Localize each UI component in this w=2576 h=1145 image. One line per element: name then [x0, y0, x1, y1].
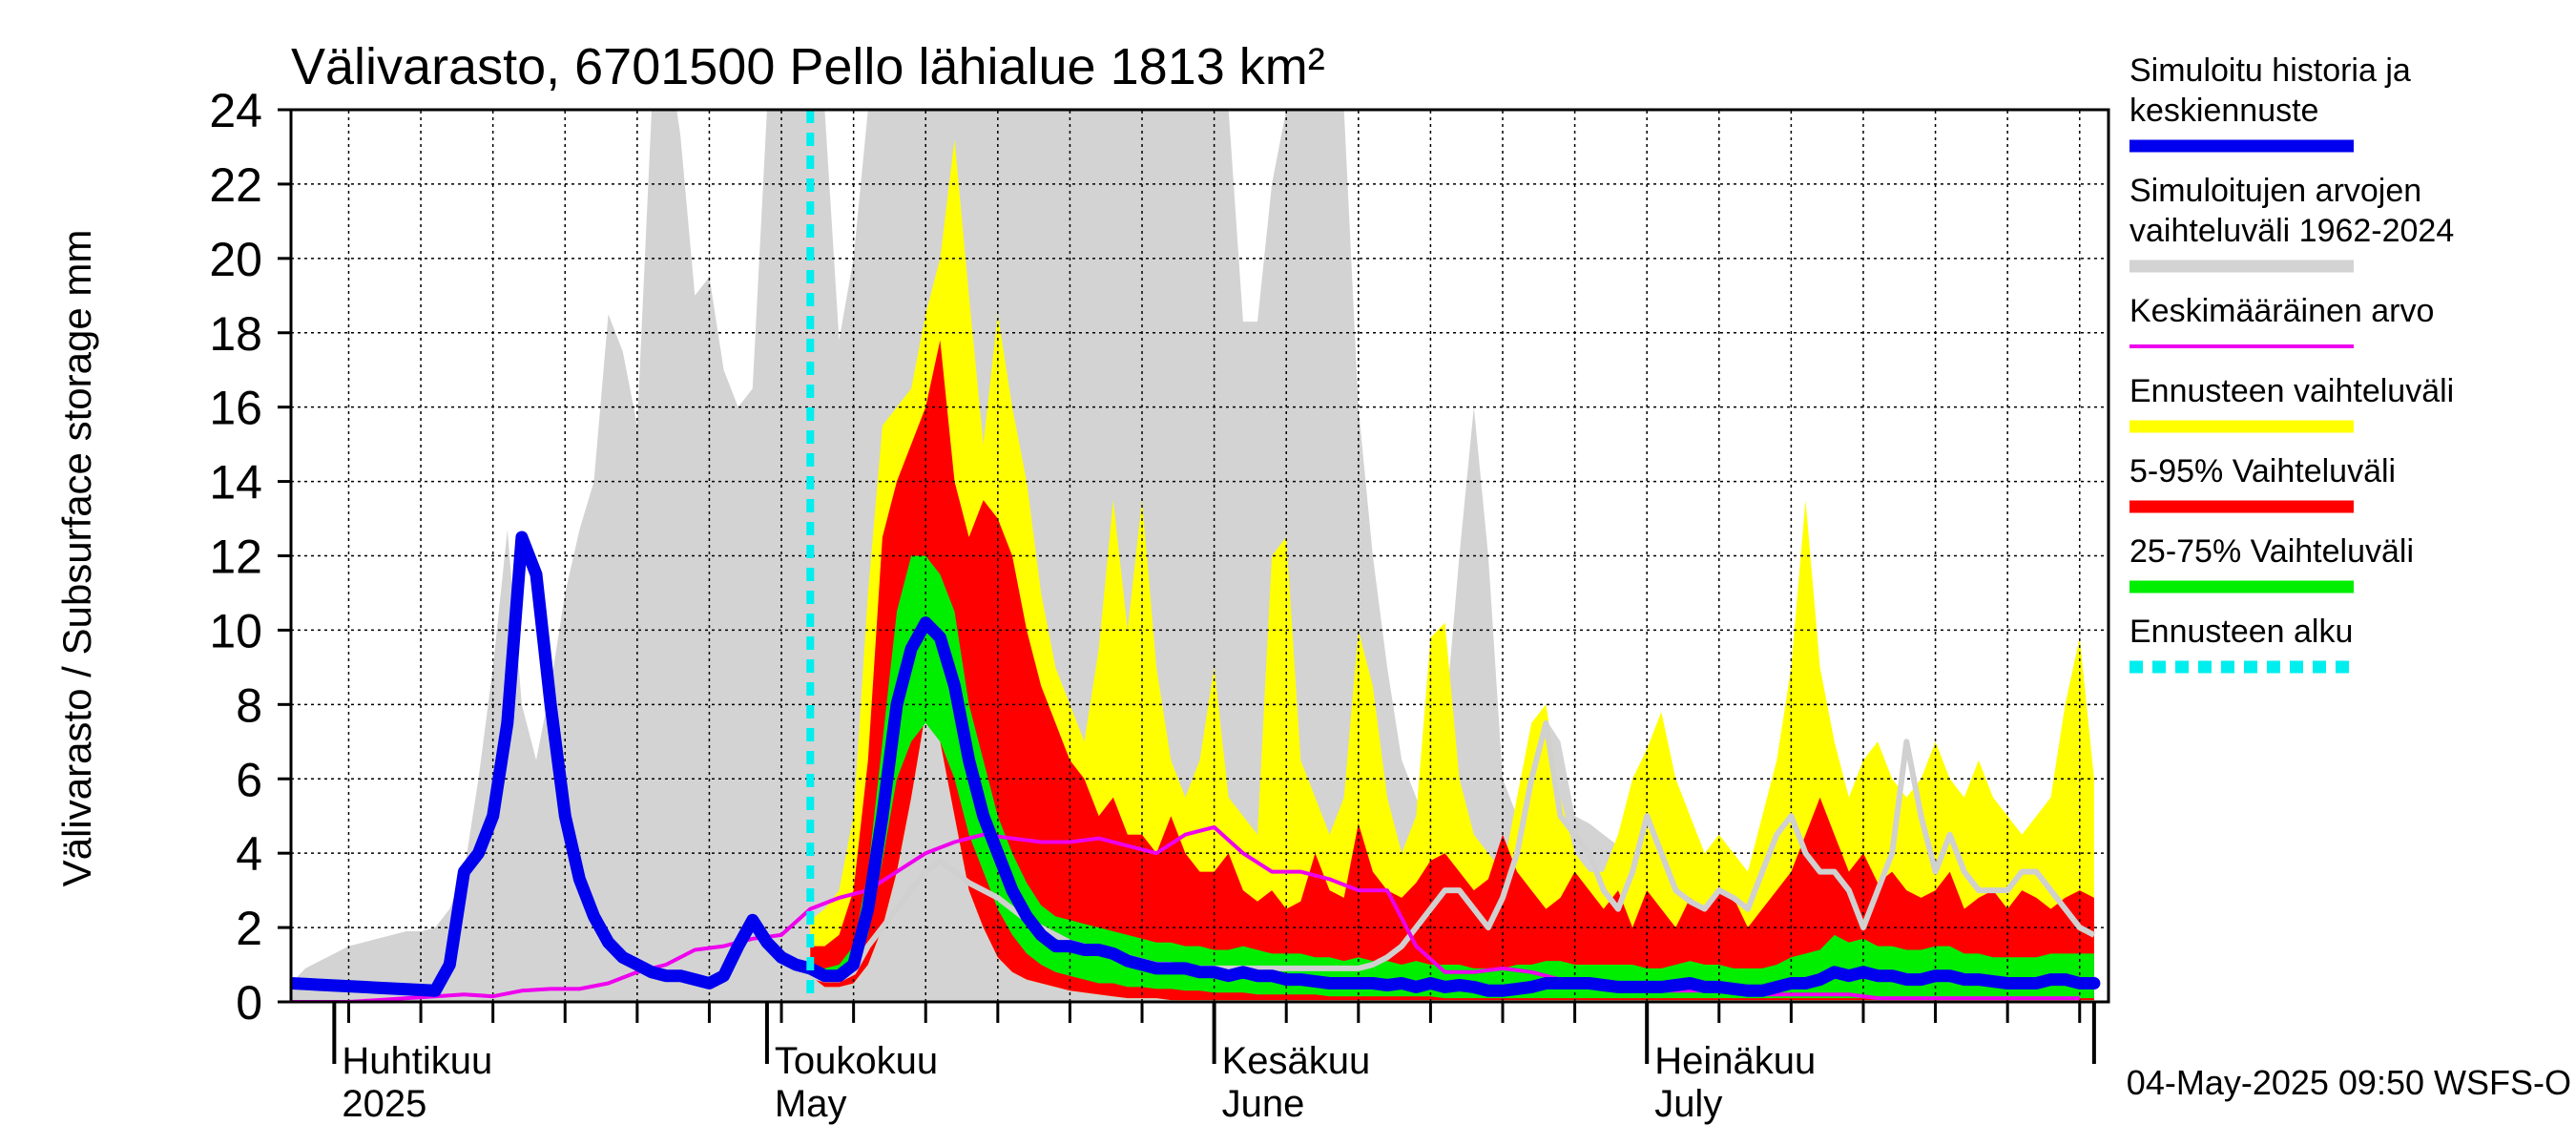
legend-label: keskiennuste: [2129, 93, 2318, 129]
y-tick-label: 12: [209, 531, 262, 584]
legend-label: Ennusteen alku: [2129, 614, 2353, 650]
x-month-label: Toukokuu: [775, 1040, 938, 1082]
y-tick-label: 6: [236, 753, 262, 806]
y-tick-label: 0: [236, 976, 262, 1030]
y-tick-label: 2: [236, 902, 262, 955]
y-tick-label: 24: [209, 84, 262, 137]
grid: [291, 110, 2109, 1002]
mean-value-line: [291, 824, 2080, 1002]
x-month-label-secondary: May: [775, 1083, 847, 1125]
legend-label: Keskimääräinen arvo: [2129, 293, 2434, 329]
x-month-label-secondary: July: [1654, 1083, 1722, 1125]
legend-label: vaihteluväli 1962-2024: [2129, 213, 2454, 249]
legend: Simuloitu historia ja keskiennuste Simuloi…: [2129, 52, 2454, 674]
legend-label: 25-75% Vaihteluväli: [2129, 533, 2414, 570]
x-month-label-secondary: June: [1222, 1083, 1305, 1125]
plot-lines: [291, 110, 2101, 1002]
y-tick-label: 14: [209, 456, 262, 510]
y-tick-label: 22: [209, 158, 262, 212]
forecast-5-95-area: [810, 340, 2094, 1001]
forecast-median-line: [803, 616, 2101, 997]
plot-areas: [291, 110, 2094, 1002]
historical-range-area: [291, 110, 2094, 1002]
forecast-range-area: [810, 139, 2094, 1001]
y-axis-label: Välivarasto / Subsurface storage mm: [54, 230, 99, 887]
y-tick-label: 8: [236, 678, 262, 732]
legend-label: Simuloitujen arvojen: [2129, 173, 2421, 209]
simulated-history-line: [291, 531, 817, 997]
forecast-25-75-area: [810, 555, 2094, 999]
legend-label: Simuloitu historia ja: [2129, 52, 2411, 89]
x-month-label-secondary: 2025: [342, 1083, 426, 1125]
legend-label: 5-95% Vaihteluväli: [2129, 453, 2396, 489]
y-tick-label: 10: [209, 604, 262, 657]
x-month-label: Kesäkuu: [1222, 1040, 1371, 1082]
x-month-label: Heinäkuu: [1654, 1040, 1816, 1082]
y-tick-label: 20: [209, 233, 262, 286]
y-tick-label: 18: [209, 307, 262, 361]
x-month-label: Huhtikuu: [342, 1040, 492, 1082]
footer-timestamp: 04-May-2025 09:50 WSFS-O: [2127, 1063, 2571, 1102]
legend-label: Ennusteen vaihteluväli: [2129, 373, 2454, 409]
y-tick-label: 16: [209, 382, 262, 435]
y-tick-label: 4: [236, 827, 262, 881]
chart-title: Välivarasto, 6701500 Pello lähialue 1813…: [291, 38, 1325, 95]
